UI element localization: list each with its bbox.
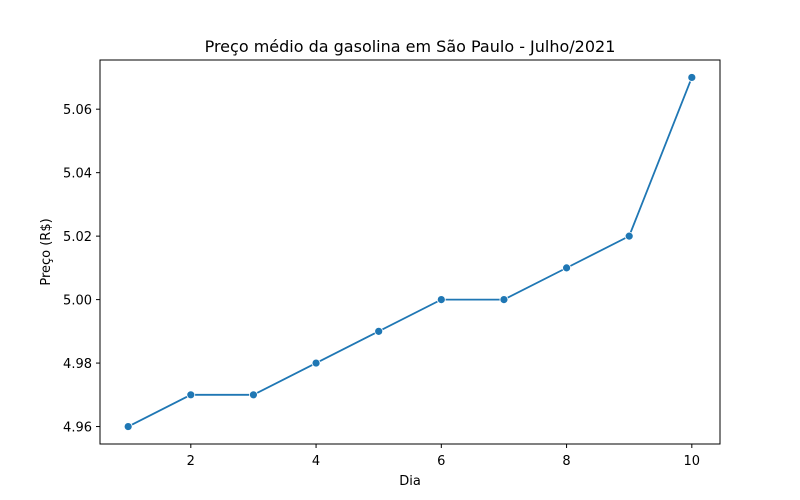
- data-points: [123, 73, 697, 431]
- y-tick-label: 5.06: [63, 103, 92, 118]
- y-tick-label: 5.04: [63, 167, 92, 182]
- data-point: [687, 73, 697, 82]
- data-point: [123, 422, 133, 431]
- data-point: [499, 295, 509, 305]
- y-tick-label: 5.02: [63, 230, 92, 245]
- x-axis-label: Dia: [399, 474, 421, 489]
- data-point: [436, 295, 446, 305]
- y-tick-label: 5.00: [63, 294, 92, 309]
- data-point: [374, 326, 384, 336]
- data-point: [249, 390, 258, 400]
- data-point: [311, 358, 321, 368]
- chart-title: Preço médio da gasolina em São Paulo - J…: [205, 37, 616, 56]
- data-point: [562, 263, 571, 273]
- x-tick-label: 2: [187, 454, 195, 469]
- series-line: [127, 77, 693, 428]
- plot-area-frame: [99, 59, 721, 445]
- y-tick-label: 4.96: [63, 421, 92, 436]
- x-axis: 2 4 6 8 10: [187, 444, 700, 469]
- x-tick-label: 8: [562, 454, 570, 469]
- data-point: [186, 390, 196, 400]
- y-axis-label: Preço (R$): [39, 218, 54, 285]
- x-tick-label: 10: [684, 454, 701, 469]
- y-axis: 4.96 4.98 5.00 5.02 5.04 5.06: [63, 103, 100, 436]
- x-tick-label: 4: [312, 454, 320, 469]
- x-tick-label: 6: [437, 454, 445, 469]
- y-tick-label: 4.98: [63, 357, 92, 372]
- data-point: [624, 231, 634, 241]
